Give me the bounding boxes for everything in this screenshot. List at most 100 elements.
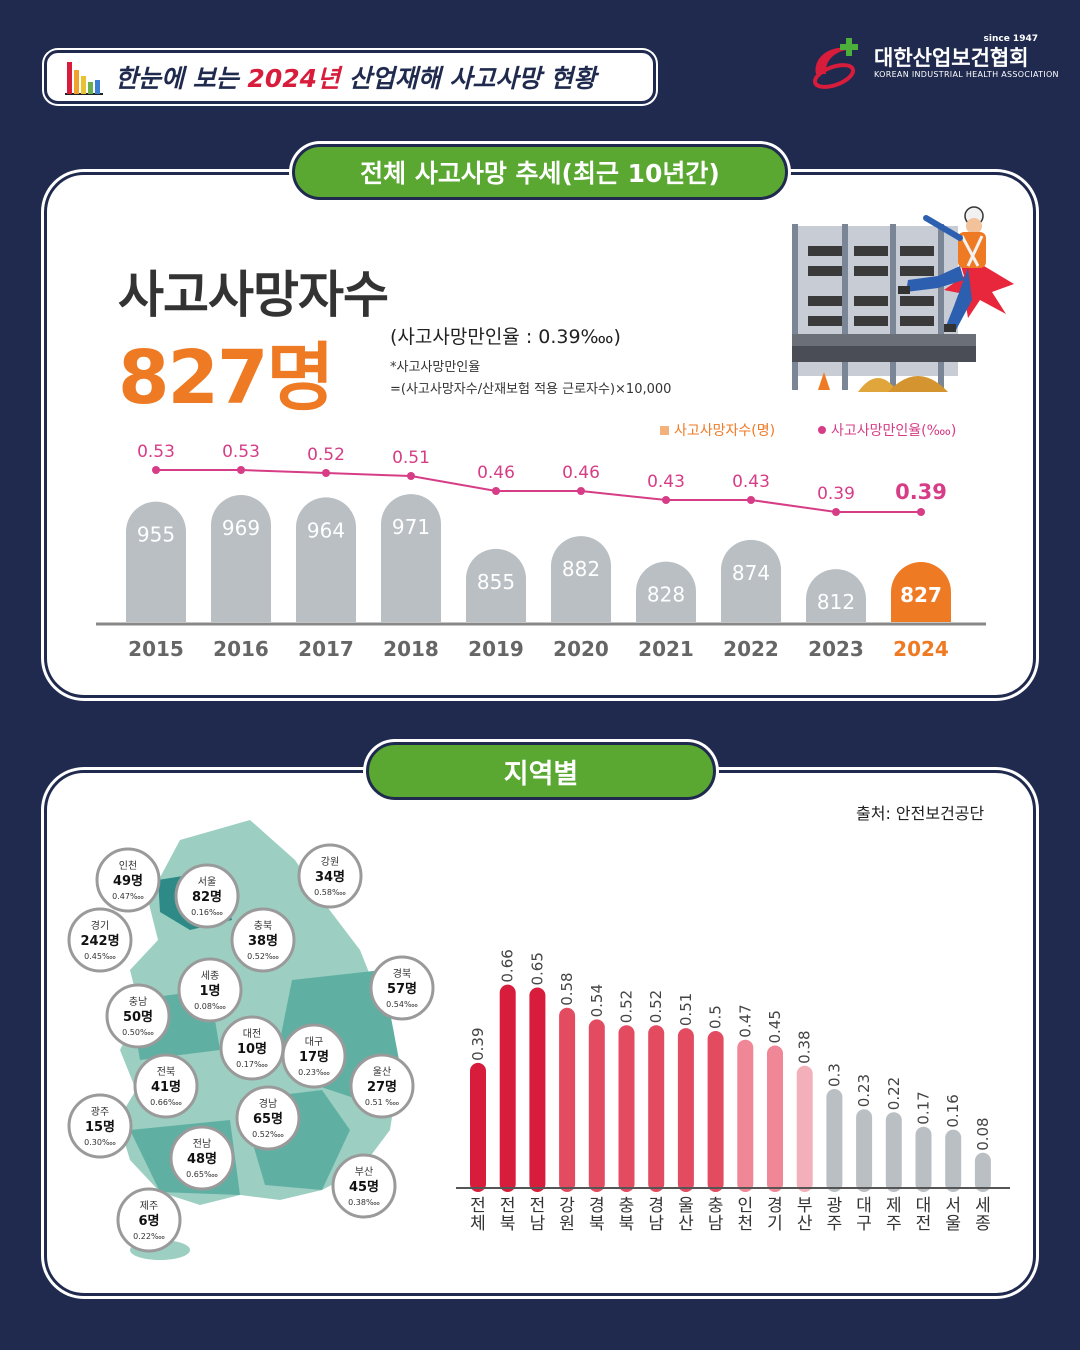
- bar-value-label-2019: 855: [477, 570, 515, 594]
- callout-name-대전: 대전: [243, 1028, 261, 1040]
- callout-deaths-강원: 34명: [315, 869, 345, 885]
- title-year: 2024년: [247, 64, 341, 93]
- callout-bubble-제주: [116, 1187, 182, 1253]
- region-x-label-전체-1: 체: [470, 1214, 486, 1234]
- callout-deaths-충북: 38명: [248, 933, 278, 949]
- logo-emblem-icon: [812, 38, 858, 89]
- rate-point-2023: [832, 508, 840, 516]
- bar-2024: [891, 562, 951, 622]
- region-x-label-부산-0: 부: [797, 1196, 813, 1216]
- callout-bubble-충북: [230, 907, 296, 973]
- bar-value-label-2016: 969: [222, 516, 260, 540]
- region-x-label-경북-0: 경: [589, 1196, 605, 1216]
- region-x-label-울산-0: 울: [678, 1196, 694, 1216]
- region-bar-value-부산: 0.38: [796, 1030, 814, 1063]
- callout-deaths-울산: 27명: [367, 1079, 397, 1095]
- callout-rate-충남: 0.50‱: [122, 1028, 154, 1037]
- bar-value-label-2018: 971: [392, 515, 430, 539]
- region-x-label-광주-1: 주: [827, 1214, 843, 1234]
- region-x-label-세종-0: 세: [975, 1196, 991, 1216]
- region-x-label-전북-0: 전: [500, 1196, 516, 1216]
- bar-2018: [381, 494, 441, 622]
- fatality-count-label: 사고사망자수: [118, 266, 389, 324]
- region-x-label-서울-0: 서: [945, 1196, 961, 1216]
- rate-point-2017: [322, 469, 330, 477]
- callout-deaths-부산: 45명: [349, 1179, 379, 1195]
- callout-deaths-경남: 65명: [253, 1111, 283, 1127]
- bar-2017: [296, 497, 356, 622]
- callout-bubble-울산: [349, 1053, 415, 1119]
- trend-chart: 955 2015 969 2016 964 2017 971 2018 855 2019 882 20…: [96, 442, 986, 661]
- callout-deaths-경기: 242명: [80, 933, 119, 949]
- callout-rate-부산: 0.38‱: [348, 1198, 380, 1207]
- callout-deaths-경북: 57명: [387, 981, 417, 997]
- callout-name-강원: 강원: [321, 856, 339, 868]
- x-tick-label-2019: 2019: [468, 637, 524, 661]
- logo-english-name: KOREAN INDUSTRIAL HEALTH ASSOCIATION: [874, 70, 1059, 79]
- region-x-label-충북-1: 북: [619, 1214, 635, 1234]
- callout-rate-경남: 0.52‱: [252, 1130, 284, 1139]
- region-x-label-대구-1: 구: [856, 1214, 872, 1234]
- region-x-label-충북-0: 충: [619, 1196, 635, 1216]
- callout-rate-대전: 0.17‱: [236, 1060, 268, 1069]
- bar-value-label-2022: 874: [732, 561, 770, 585]
- bar-2016: [211, 495, 271, 622]
- rate-label-2020: 0.46: [562, 463, 600, 483]
- rate-label-2016: 0.53: [222, 442, 260, 462]
- rate-point-2019: [492, 487, 500, 495]
- x-tick-label-2015: 2015: [128, 637, 184, 661]
- x-tick-label-2023: 2023: [808, 637, 864, 661]
- callout-rate-강원: 0.58‱: [314, 888, 346, 897]
- rate-series-line: [156, 469, 921, 513]
- callout-name-전남: 전남: [193, 1138, 211, 1150]
- bar-value-label-2021: 828: [647, 583, 685, 607]
- region-bar-value-경남: 0.52: [647, 990, 665, 1023]
- region-x-label-경기-1: 기: [767, 1214, 783, 1234]
- legend-line-label: 사고사망만인율(‱): [831, 423, 957, 439]
- region-x-label-전남-1: 남: [530, 1214, 546, 1234]
- region-bar-value-대전: 0.17: [915, 1091, 933, 1124]
- region-bar-value-충북: 0.52: [618, 990, 636, 1023]
- region-bar-value-전북: 0.66: [499, 949, 517, 982]
- callout-bubble-부산: [331, 1153, 397, 1219]
- x-tick-label-2021: 2021: [638, 637, 694, 661]
- bar-value-label-2020: 882: [562, 557, 600, 581]
- bar-2019: [466, 548, 526, 622]
- region-section-pill: 지역별: [366, 742, 716, 800]
- trend-section-pill: 전체 사고사망 추세(최근 10년간): [292, 144, 788, 200]
- bar-2015: [126, 501, 186, 622]
- callout-rate-세종: 0.08‱: [194, 1002, 226, 1011]
- region-x-label-대전-0: 대: [916, 1196, 932, 1216]
- region-bar-value-전남: 0.65: [528, 952, 546, 985]
- callout-rate-대구: 0.23‱: [298, 1068, 330, 1077]
- region-x-label-부산-1: 산: [797, 1214, 813, 1234]
- region-bar-value-전체: 0.39: [469, 1027, 487, 1060]
- callout-bubble-충남: [105, 983, 171, 1049]
- bar-value-label-2015: 955: [137, 523, 175, 547]
- rate-point-2021: [662, 496, 670, 504]
- region-bar-value-제주: 0.22: [885, 1077, 903, 1110]
- callout-name-광주: 광주: [91, 1106, 109, 1118]
- callout-name-울산: 울산: [373, 1066, 391, 1078]
- callout-name-충북: 충북: [254, 920, 272, 932]
- callout-deaths-광주: 15명: [85, 1119, 115, 1135]
- region-x-label-광주-0: 광: [827, 1196, 843, 1216]
- callout-rate-전남: 0.65‱: [186, 1170, 218, 1179]
- region-x-label-경북-1: 북: [589, 1214, 605, 1234]
- callout-bubble-강원: [297, 843, 363, 909]
- bar-2021: [636, 561, 696, 622]
- region-bar-value-서울: 0.16: [944, 1094, 962, 1127]
- callout-name-경북: 경북: [393, 967, 411, 980]
